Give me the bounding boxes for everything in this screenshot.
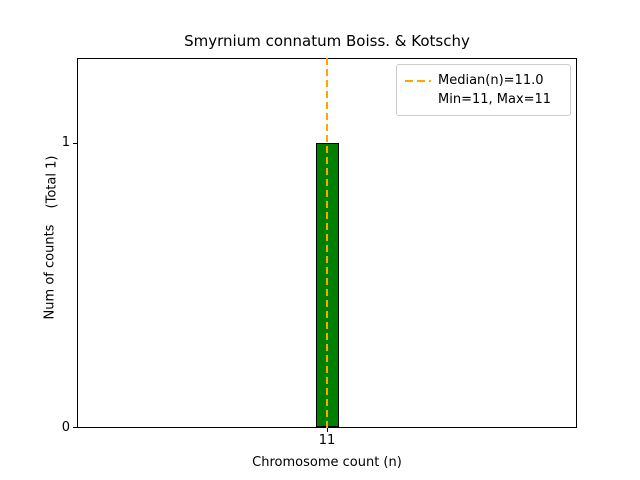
- y-axis-total-annotation: (Total 1): [44, 155, 60, 209]
- y-axis-label: Num of counts: [42, 224, 58, 320]
- legend-label-median: Median(n)=11.0: [438, 73, 544, 88]
- chart-title: Smyrnium connatum Boiss. & Kotschy: [184, 32, 470, 50]
- x-axis-label: Chromosome count (n): [252, 455, 402, 470]
- median-dashed-line-sample-icon: [405, 79, 431, 82]
- y-tick-label-0: 0: [61, 420, 70, 435]
- legend: Median(n)=11.0 Min=11, Max=11: [396, 64, 571, 116]
- median-line: [326, 58, 328, 428]
- y-tick-label-1: 1: [61, 135, 70, 150]
- legend-empty-sample: [405, 99, 431, 101]
- x-tick-label-11: 11: [318, 433, 336, 448]
- legend-row-min-max: Min=11, Max=11: [405, 90, 562, 109]
- legend-label-min-max: Min=11, Max=11: [438, 92, 552, 107]
- legend-row-median: Median(n)=11.0: [405, 71, 562, 90]
- y-tick-mark-0: [73, 427, 77, 428]
- x-tick-mark-11: [327, 428, 328, 432]
- y-tick-mark-1: [73, 143, 77, 144]
